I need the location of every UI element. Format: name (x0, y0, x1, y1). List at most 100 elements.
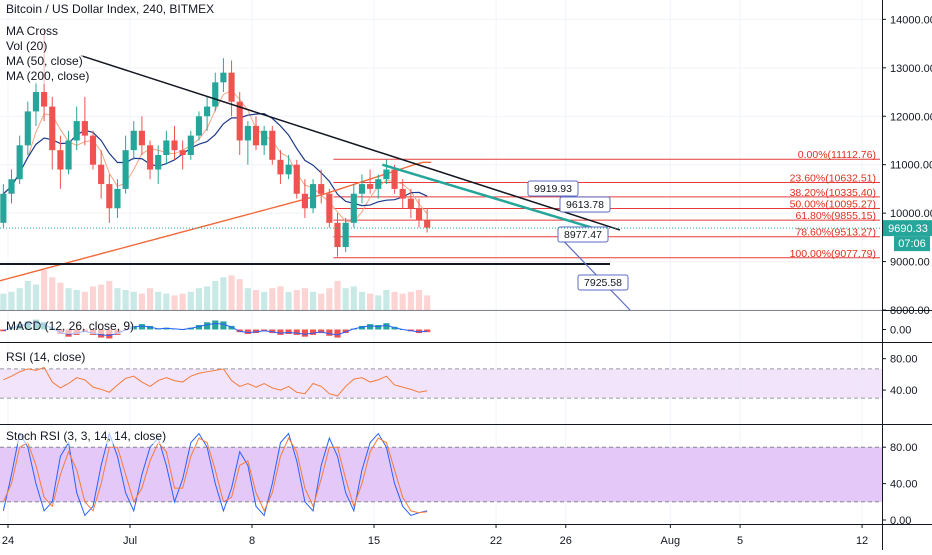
stoch-k-line (2, 431, 428, 517)
candle-body (146, 145, 154, 170)
candle-body (293, 164, 300, 194)
indicator-ma-50[interactable]: MA (50, close) (6, 54, 83, 69)
volume-bar (367, 293, 374, 310)
macd-histogram-bar (334, 329, 341, 338)
candle-body (236, 101, 243, 141)
volume-bar (16, 288, 23, 310)
volume-bar (326, 288, 333, 310)
candle-body (98, 164, 105, 185)
fib-label: 0.00%(11112.76) (798, 149, 876, 161)
indicator-ma-cross[interactable]: MA Cross (6, 24, 59, 39)
price-tick-label: 8000.00 (890, 305, 930, 317)
stoch-tick-label: 40.00 (890, 479, 918, 491)
macd-histogram-bar (146, 325, 154, 330)
x-tick-label: 5 (737, 535, 743, 547)
price-tick-label: 14000.00 (890, 14, 932, 26)
annotation-label: 9919.93 (534, 183, 572, 195)
candle-body (187, 135, 194, 155)
rsi-line (3, 366, 428, 397)
candle-body (163, 140, 170, 155)
volume-bar (334, 280, 341, 310)
annotation-box (559, 196, 611, 213)
fib-label: 61.80%(9855.15) (795, 210, 876, 222)
volume-bar (138, 293, 145, 310)
moving-averages (0, 90, 432, 282)
macd-histogram-bar (367, 324, 374, 330)
candle-body (342, 222, 349, 248)
candle-body (81, 121, 88, 136)
volume-bar (114, 288, 121, 310)
candle-body (130, 130, 137, 151)
volume-bar (399, 293, 406, 310)
macd-legend[interactable]: MACD (12, 26, close, 9) (6, 319, 135, 334)
candle-body (49, 106, 56, 151)
price-tick-label: 13000.00 (890, 63, 932, 75)
candle-body (220, 72, 227, 83)
stoch-d-line (2, 437, 428, 514)
x-tick-label: 8 (249, 535, 255, 547)
volume-bar (391, 291, 398, 310)
volume-bar (424, 295, 431, 310)
rsi-legend[interactable]: RSI (14, close) (6, 350, 86, 365)
volume-bar (220, 277, 227, 310)
fib-label: 100.00%(9077.79) (790, 248, 876, 260)
annotation-label: 8977.47 (564, 229, 602, 241)
current-price-label: 9690.33 (888, 223, 928, 235)
candle-body (301, 193, 308, 209)
stoch-rsi-legend[interactable]: Stoch RSI (3, 3, 14, 14, close) (6, 429, 167, 444)
axes: 14000.00 13000.00 12000.00 11000.00 10000.00… (2, 14, 932, 547)
volume-bar (204, 286, 211, 310)
candle-body (334, 222, 341, 248)
macd-histogram-bar (138, 324, 145, 330)
volume-bar (41, 270, 48, 310)
candle-body (375, 179, 382, 189)
indicator-volume[interactable]: Vol (20) (6, 39, 48, 54)
macd-histogram-bar (415, 329, 423, 334)
macd-histogram-bar (293, 329, 300, 335)
macd-histogram-bar (309, 329, 317, 335)
macd-histogram-bar (318, 329, 325, 334)
volume-bar (179, 293, 186, 310)
candle-body (122, 150, 129, 189)
candle-body (65, 140, 72, 170)
candles (0, 29, 431, 257)
volume-bar (212, 280, 219, 310)
candle-body (0, 193, 7, 223)
candle-body (24, 111, 31, 146)
candle-body (407, 198, 414, 209)
volume-bars (0, 270, 431, 310)
candle-body (358, 184, 366, 194)
price-tick-label: 9000.00 (890, 257, 930, 269)
candle-body (57, 150, 64, 170)
volume-bar (415, 290, 423, 310)
price-tick-label: 10000.00 (890, 208, 932, 220)
volume-bar (383, 290, 390, 310)
candle-body (391, 169, 398, 189)
macd-histogram-bar (106, 329, 113, 339)
candle-body (326, 193, 333, 223)
macd-histogram-bar (195, 325, 203, 330)
volume-bar (277, 286, 284, 310)
candle-body (212, 82, 219, 107)
volume-bar (122, 290, 129, 310)
x-tick-label: 15 (368, 535, 380, 547)
stoch-tick-label: 80.00 (890, 442, 918, 454)
macd-histogram-bar (228, 325, 235, 330)
fib-label: 38.20%(10335.40) (790, 187, 876, 199)
candle-body (367, 184, 374, 189)
current-price-badge (883, 220, 932, 237)
volume-bar (318, 293, 325, 310)
candle-body (89, 135, 97, 165)
volume-bar (57, 282, 64, 310)
volume-bar (195, 288, 203, 310)
candle-body (73, 121, 80, 141)
macd-histogram-bar (269, 329, 276, 334)
macd-histogram-bar (375, 325, 382, 330)
volume-bar (155, 291, 162, 310)
x-tick-label: 12 (856, 535, 868, 547)
volume-bar (236, 279, 243, 310)
indicator-ma-200[interactable]: MA (200, close) (6, 69, 90, 84)
annotation-box (557, 226, 609, 243)
